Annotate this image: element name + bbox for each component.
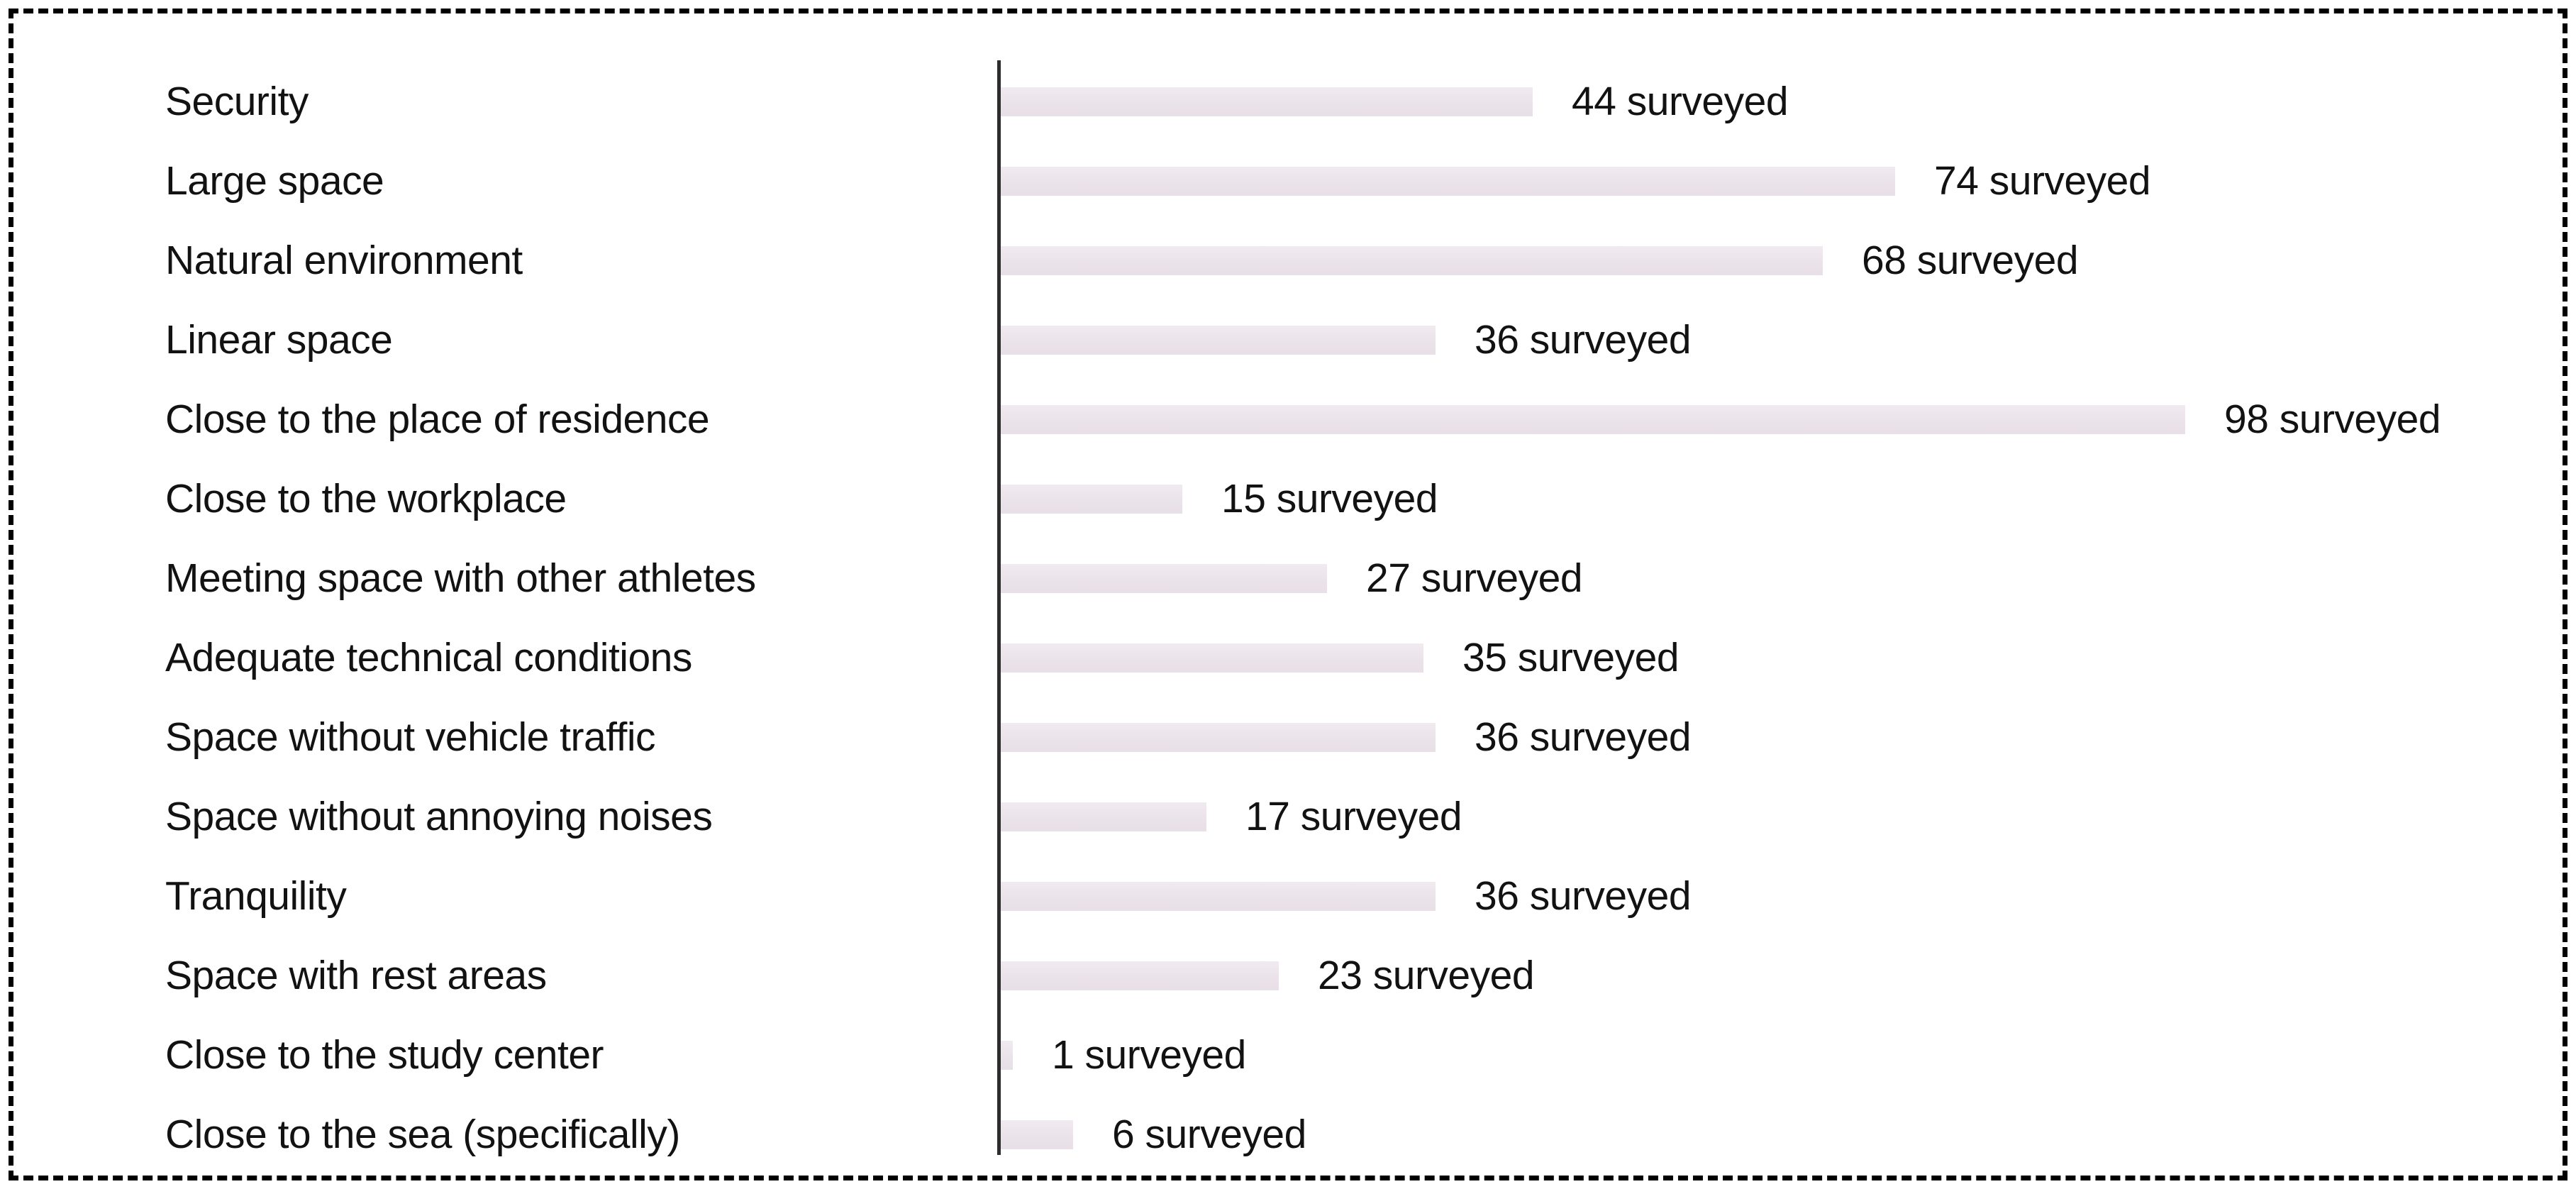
category-label: Space without annoying noises (165, 794, 713, 839)
bar (1001, 484, 1182, 514)
bar (1001, 1119, 1073, 1149)
bar-zone: 17 surveyed (1001, 777, 2576, 856)
dotted-border-frame (9, 9, 2567, 1180)
bar (1001, 404, 2185, 434)
bar-zone: 44 surveyed (1001, 62, 2576, 141)
bar (1001, 87, 1533, 116)
category-label: Meeting space with other athletes (165, 555, 756, 601)
value-label: 36 surveyed (1475, 317, 1692, 363)
value-label: 36 surveyed (1475, 714, 1692, 760)
value-label: 15 surveyed (1221, 476, 1438, 521)
value-label: 74 surveyed (1934, 158, 2151, 204)
category-label: Security (165, 79, 309, 124)
value-label: 27 surveyed (1366, 555, 1583, 601)
category-label: Close to the study center (165, 1032, 604, 1078)
chart-row: Space without annoying noises 17 surveyed (0, 777, 2576, 856)
bar (1001, 166, 1895, 196)
bar (1001, 802, 1206, 831)
bar (1001, 881, 1436, 911)
category-label: Adequate technical conditions (165, 635, 692, 680)
chart-row: Tranquility 36 surveyed (0, 856, 2576, 936)
chart-row: Adequate technical conditions 35 surveyed (0, 618, 2576, 697)
chart-row: Close to the sea (specifically) 6 surveye… (0, 1095, 2576, 1174)
bar-chart: Security 44 surveyed Large space 74 surveye… (0, 60, 2576, 1174)
bar-zone: 36 surveyed (1001, 697, 2576, 777)
bar (1001, 961, 1279, 990)
chart-row: Natural environment 68 surveyed (0, 221, 2576, 300)
bar-zone: 27 surveyed (1001, 538, 2576, 618)
category-label: Natural environment (165, 238, 523, 283)
category-label: Large space (165, 158, 384, 204)
bar (1001, 643, 1423, 673)
category-label: Space with rest areas (165, 953, 547, 998)
chart-row: Linear space 36 surveyed (0, 300, 2576, 380)
value-label: 36 surveyed (1475, 873, 1692, 919)
value-label: 35 surveyed (1462, 635, 1680, 680)
chart-row: Space without vehicle traffic 36 surveyed (0, 697, 2576, 777)
bar-zone: 36 surveyed (1001, 300, 2576, 380)
chart-row: Close to the study center 1 surveyed (0, 1015, 2576, 1095)
bar-zone: 74 surveyed (1001, 141, 2576, 221)
chart-row: Space with rest areas 23 surveyed (0, 936, 2576, 1015)
bar-zone: 6 surveyed (1001, 1095, 2576, 1174)
bar-zone: 36 surveyed (1001, 856, 2576, 936)
y-axis-line (997, 60, 1001, 1155)
category-label: Space without vehicle traffic (165, 714, 656, 760)
bar-zone: 15 surveyed (1001, 459, 2576, 538)
chart-row: Large space 74 surveyed (0, 141, 2576, 221)
value-label: 17 surveyed (1245, 794, 1462, 839)
bar (1001, 325, 1436, 355)
chart-row: Close to the workplace 15 surveyed (0, 459, 2576, 538)
chart-row: Close to the place of residence 98 survey… (0, 380, 2576, 459)
bar-zone: 98 surveyed (1001, 380, 2576, 459)
bar (1001, 245, 1823, 275)
bar-zone: 1 surveyed (1001, 1015, 2576, 1095)
value-label: 44 surveyed (1572, 79, 1789, 124)
chart-row: Security 44 surveyed (0, 62, 2576, 141)
chart-rows: Security 44 surveyed Large space 74 surveye… (0, 62, 2576, 1174)
bar (1001, 722, 1436, 752)
value-label: 1 surveyed (1052, 1032, 1246, 1078)
chart-row: Meeting space with other athletes 27 surv… (0, 538, 2576, 618)
value-label: 98 surveyed (2224, 397, 2441, 442)
bar-zone: 35 surveyed (1001, 618, 2576, 697)
value-label: 6 surveyed (1112, 1112, 1306, 1157)
value-label: 68 surveyed (1862, 238, 2079, 283)
category-label: Linear space (165, 317, 393, 363)
category-label: Close to the workplace (165, 476, 567, 521)
category-label: Close to the place of residence (165, 397, 710, 442)
category-label: Tranquility (165, 873, 347, 919)
value-label: 23 surveyed (1318, 953, 1535, 998)
bar-zone: 68 surveyed (1001, 221, 2576, 300)
bar (1001, 1040, 1013, 1070)
bar-zone: 23 surveyed (1001, 936, 2576, 1015)
bar (1001, 563, 1327, 593)
category-label: Close to the sea (specifically) (165, 1112, 680, 1157)
